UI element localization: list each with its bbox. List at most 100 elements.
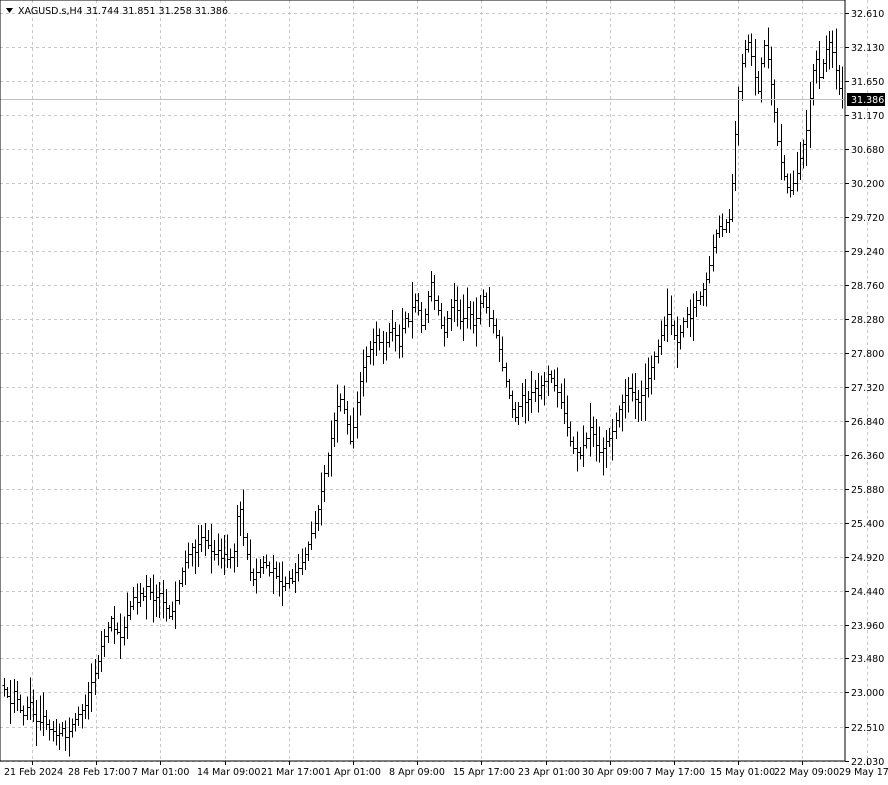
ohlc-bar bbox=[817, 41, 822, 89]
current-price-tag: 31.386 bbox=[847, 93, 885, 106]
x-tick-label: 8 Apr 09:00 bbox=[389, 767, 445, 778]
y-tick-label: 32.130 bbox=[851, 43, 884, 54]
y-tick-label: 22.510 bbox=[851, 723, 884, 734]
ohlc-bar bbox=[283, 576, 288, 592]
x-tick-label: 29 May 17:00 bbox=[839, 767, 888, 778]
ohlc-bar bbox=[461, 294, 466, 342]
triangle-down-icon[interactable] bbox=[6, 8, 13, 13]
ohlc-bar bbox=[652, 351, 657, 380]
x-tick-label: 15 May 01:00 bbox=[710, 767, 775, 778]
ohlc-bar bbox=[267, 561, 272, 577]
horizontal-gridlines bbox=[0, 13, 845, 762]
y-tick-label: 26.360 bbox=[851, 451, 884, 462]
ohlc-bar bbox=[516, 402, 521, 426]
y-tick-label: 27.320 bbox=[851, 383, 884, 394]
y-tick-label: 28.760 bbox=[851, 281, 884, 292]
ohlc-bar bbox=[665, 288, 670, 343]
ohlc-bar bbox=[309, 521, 314, 550]
x-tick-label: 28 Feb 17:00 bbox=[68, 767, 130, 778]
x-tick-label: 21 Feb 2024 bbox=[4, 767, 63, 778]
ohlc-bar bbox=[720, 213, 725, 237]
ohlc-bar bbox=[89, 663, 94, 712]
ohlc-bar bbox=[626, 376, 631, 413]
ohlc-bars bbox=[2, 27, 845, 757]
y-tick-label: 26.840 bbox=[851, 417, 884, 428]
current-price-label: 31.386 bbox=[851, 95, 884, 106]
x-tick-label: 15 Apr 17:00 bbox=[453, 767, 515, 778]
ohlc-bar bbox=[199, 524, 204, 552]
ohlc-bar bbox=[500, 336, 505, 372]
y-tick-label: 25.400 bbox=[851, 519, 884, 530]
ohlc-bar bbox=[254, 558, 259, 594]
x-tick-label: 23 Apr 01:00 bbox=[518, 767, 580, 778]
ohlc-bar bbox=[63, 720, 68, 751]
ohlc-bar bbox=[338, 393, 343, 412]
ohlc-bar bbox=[157, 581, 162, 619]
ohlc-bar bbox=[749, 33, 754, 67]
ohlc-bar bbox=[173, 581, 178, 629]
y-tick-label: 25.880 bbox=[851, 485, 884, 496]
ohlc-bar bbox=[555, 367, 560, 408]
y-tick-label: 23.480 bbox=[851, 654, 884, 665]
ohlc-bar bbox=[529, 371, 534, 413]
ohlc-bar bbox=[681, 317, 686, 338]
plot-frame bbox=[0, 0, 846, 762]
y-tick-label: 24.920 bbox=[851, 553, 884, 564]
ohlc-bar bbox=[597, 426, 602, 463]
ohlc-bar bbox=[144, 575, 149, 620]
ohlc-bar bbox=[542, 372, 547, 406]
y-tick-label: 29.720 bbox=[851, 213, 884, 224]
x-tick-label: 7 May 17:00 bbox=[646, 767, 705, 778]
ohlc-bar bbox=[804, 110, 809, 167]
y-tick-label: 31.170 bbox=[851, 111, 884, 122]
ohlc-bar bbox=[791, 170, 796, 196]
ohlc-bar bbox=[610, 418, 615, 461]
y-tick-label: 32.610 bbox=[851, 9, 884, 20]
ohlc-bar bbox=[762, 40, 767, 68]
y-tick-label: 31.650 bbox=[851, 77, 884, 88]
ohlc-bar bbox=[241, 489, 246, 547]
ohlc-bar bbox=[102, 628, 107, 657]
x-tick-label: 7 Mar 01:00 bbox=[132, 767, 189, 778]
ohlc-bar bbox=[8, 680, 13, 725]
x-tick-label: 22 May 09:00 bbox=[774, 767, 839, 778]
ohlc-bar bbox=[21, 705, 26, 726]
ohlc-label: 31.744 31.851 31.258 31.386 bbox=[86, 6, 228, 17]
ohlc-bar bbox=[322, 464, 327, 502]
x-tick-label: 14 Mar 09:00 bbox=[197, 767, 260, 778]
ohlc-bar bbox=[186, 542, 191, 569]
x-tick-label: 30 Apr 09:00 bbox=[582, 767, 644, 778]
ohlc-bar bbox=[584, 432, 589, 449]
ohlc-bar bbox=[34, 700, 39, 747]
ohlc-bar bbox=[351, 407, 356, 449]
symbol-label: XAGUSD.s,H4 bbox=[18, 6, 83, 17]
y-tick-label: 23.960 bbox=[851, 621, 884, 632]
ohlc-bar bbox=[694, 290, 699, 318]
x-tick-label: 21 Mar 17:00 bbox=[261, 767, 324, 778]
ohlc-bar bbox=[419, 302, 424, 334]
time-axis[interactable]: 21 Feb 2024 28 Feb 17:00 7 Mar 01:00 14 Mar… bbox=[4, 761, 888, 778]
y-tick-label: 27.800 bbox=[851, 349, 884, 360]
ohlc-bar bbox=[445, 310, 450, 339]
ohlc-bar bbox=[736, 86, 741, 146]
ohlc-bar bbox=[212, 539, 217, 561]
ohlc-bar bbox=[47, 719, 52, 741]
ohlc-bar bbox=[639, 380, 644, 422]
vertical-gridlines bbox=[32, 0, 868, 761]
y-tick-label: 30.200 bbox=[851, 179, 884, 190]
y-tick-label: 30.680 bbox=[851, 145, 884, 156]
ohlc-bar bbox=[377, 328, 382, 351]
ohlc-bar bbox=[364, 346, 369, 383]
ohlc-bar bbox=[474, 297, 479, 347]
y-tick-label: 29.240 bbox=[851, 247, 884, 258]
x-tick-label: 1 Apr 01:00 bbox=[325, 767, 381, 778]
chart-header: XAGUSD.s,H4 31.744 31.851 31.258 31.386 bbox=[6, 6, 228, 17]
ohlc-bar bbox=[296, 554, 301, 582]
ohlc-bar bbox=[118, 613, 123, 660]
ohlc-bar bbox=[228, 548, 233, 569]
ohlc-bar bbox=[571, 436, 576, 455]
y-tick-label: 28.280 bbox=[851, 315, 884, 326]
ohlc-bar bbox=[707, 256, 712, 284]
